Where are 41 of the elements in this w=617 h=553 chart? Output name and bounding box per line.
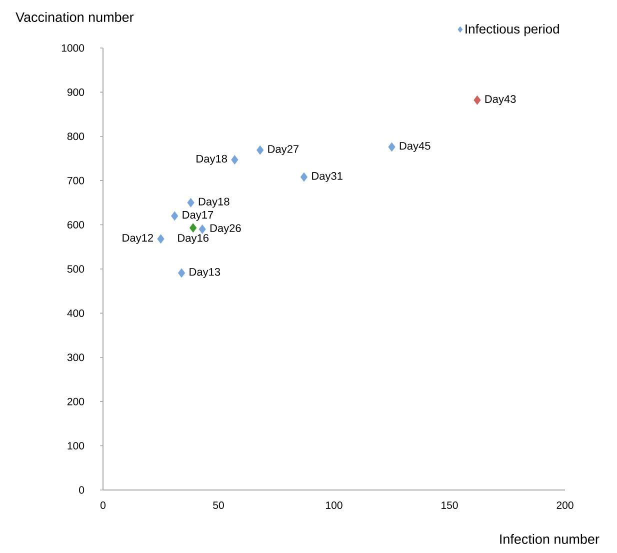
point: [171, 211, 178, 221]
y-axis-title: Vaccination number: [16, 12, 134, 22]
y-tick-label: 600: [68, 221, 84, 229]
point: [198, 224, 206, 234]
y-tick-label: 0: [79, 486, 84, 494]
y-tick-label: 900: [67, 88, 84, 96]
y-tick-label: 500: [67, 265, 84, 273]
point: [231, 155, 238, 165]
annotation: Day12: [122, 234, 153, 244]
y-tick-label: 200: [68, 398, 84, 406]
x-tick-label: 50: [213, 502, 224, 509]
point: [190, 223, 197, 233]
annotation: Day13: [190, 268, 220, 278]
annotation: Day16: [178, 234, 209, 244]
x-tick-label: 100: [326, 502, 342, 509]
y-tick-label: 300: [67, 354, 84, 362]
point: [388, 142, 396, 152]
x-axis-title: Infection number: [500, 534, 600, 544]
point: [178, 268, 186, 278]
x-tick-label: 150: [442, 502, 458, 509]
legend-label: Infectious period: [466, 24, 559, 36]
x-tick-label: 0: [100, 502, 106, 509]
annotation: Day27: [268, 145, 299, 156]
annotation: Day26: [210, 224, 241, 234]
annotation: Day31: [312, 172, 342, 182]
y-tick-label: 400: [67, 309, 84, 317]
y-tick-label: 100: [68, 442, 84, 450]
annotation: Day18: [198, 198, 230, 208]
annotation: Day18: [196, 154, 227, 165]
annotation: Day43: [485, 95, 516, 106]
annotation: Day17: [182, 211, 214, 221]
point: [157, 234, 164, 244]
point: [187, 198, 194, 208]
y-tick-label: 800: [67, 132, 84, 140]
point: [256, 145, 264, 155]
annotation: Day45: [400, 142, 430, 152]
point: [474, 95, 481, 105]
point: [300, 172, 308, 182]
y-tick-label: 700: [68, 176, 84, 184]
y-tick-label: 1000: [62, 44, 84, 52]
x-tick-label: 200: [556, 502, 574, 509]
